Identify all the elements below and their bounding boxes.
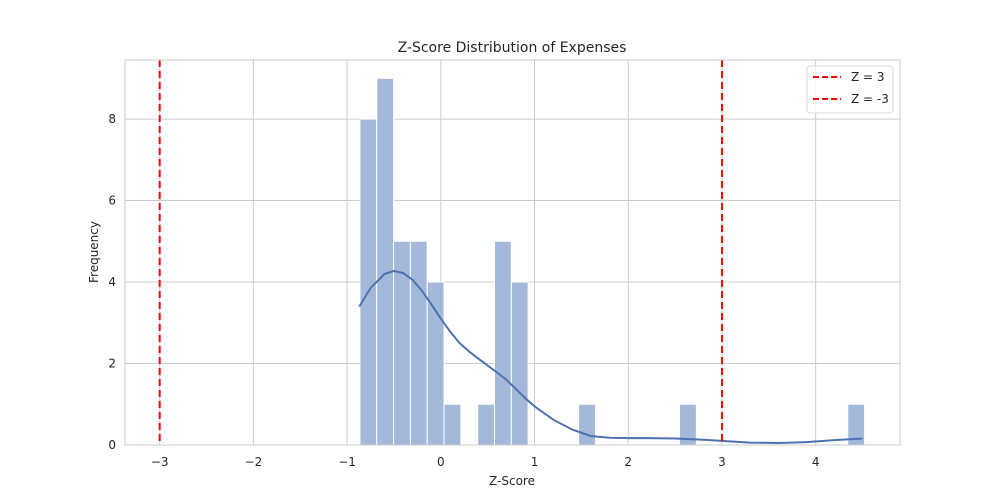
legend-label-z3: Z = 3 [851, 70, 885, 84]
legend: Z = 3 Z = -3 [806, 65, 894, 114]
legend-label-zneg3: Z = -3 [851, 92, 889, 106]
x-tick-label: 3 [718, 455, 726, 469]
x-tick-label: 4 [812, 455, 820, 469]
x-axis-label: Z-Score [489, 474, 535, 488]
histogram-bar [578, 403, 596, 446]
x-tick-label: −1 [338, 455, 356, 469]
x-tick-label: 0 [437, 455, 445, 469]
plot-frame [124, 59, 901, 446]
y-tick-label: 2 [108, 357, 116, 371]
y-tick-label: 0 [108, 438, 116, 452]
histogram-bar [494, 240, 512, 446]
histogram-bar [477, 403, 496, 446]
x-axis-ticks: −3 −2 −1 0 1 2 3 4 [151, 455, 820, 469]
threshold-lines [158, 60, 723, 445]
y-tick-label: 4 [108, 275, 116, 289]
y-axis-ticks: 0 2 4 6 8 [108, 112, 116, 452]
x-tick-label: 1 [531, 455, 539, 469]
x-tick-label: −2 [245, 455, 263, 469]
histogram-bar [359, 118, 378, 446]
histogram-bar [426, 281, 445, 446]
y-tick-label: 8 [108, 112, 116, 126]
y-axis-label: Frequency [87, 221, 101, 283]
legend-box [806, 65, 894, 114]
histogram-bars [359, 77, 866, 446]
x-tick-label: 2 [624, 455, 632, 469]
kde-curve [358, 269, 863, 445]
x-tick-label: −3 [151, 455, 169, 469]
histogram-bar [510, 281, 529, 446]
histogram-bar [376, 77, 395, 446]
y-tick-label: 6 [108, 194, 116, 208]
histogram-bar [443, 403, 462, 446]
histogram-bar [409, 240, 428, 446]
chart-title: Z-Score Distribution of Expenses [398, 40, 627, 56]
